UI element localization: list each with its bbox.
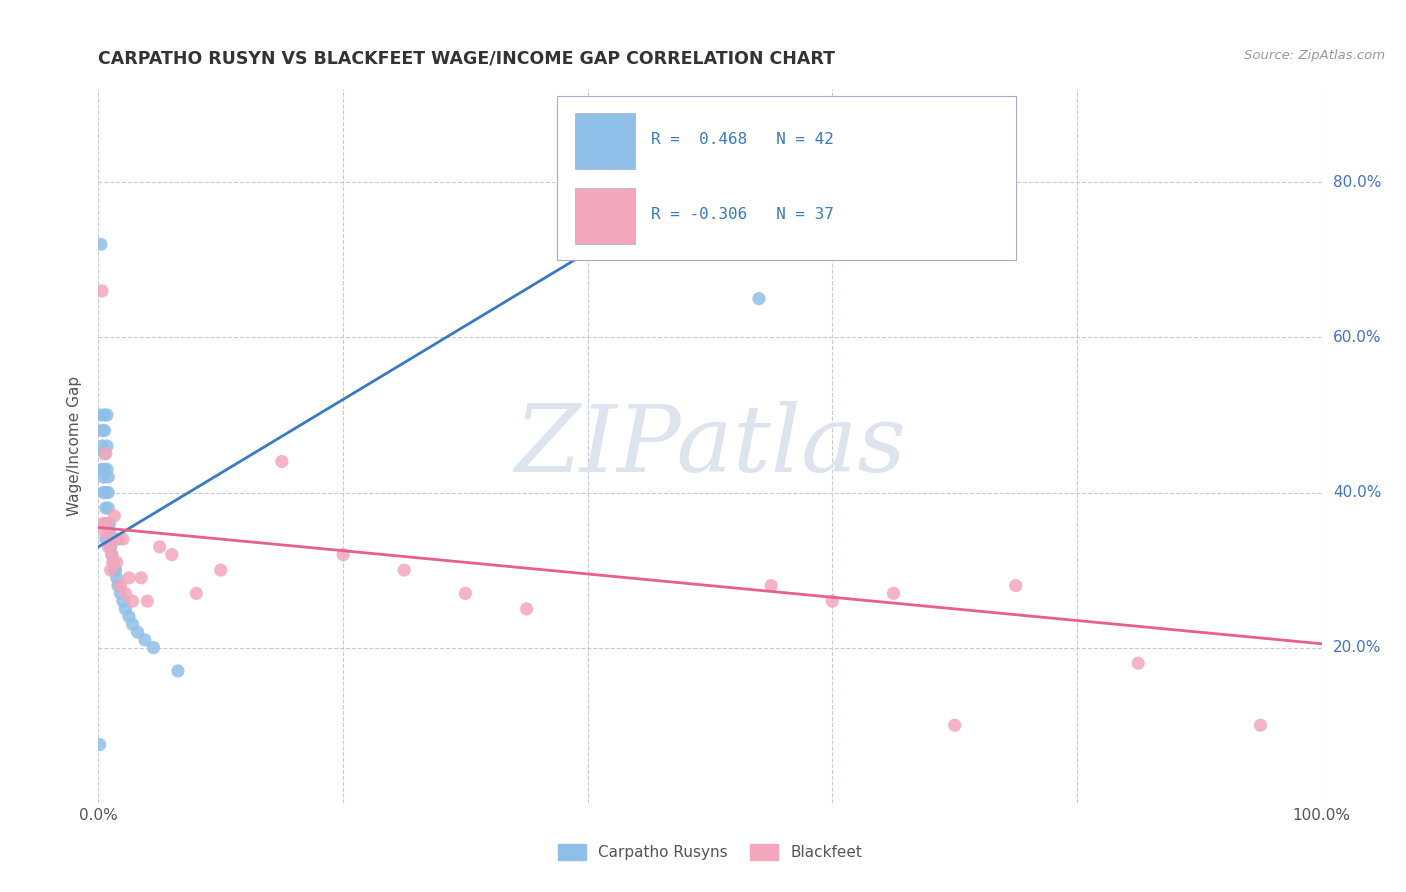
Text: CARPATHO RUSYN VS BLACKFEET WAGE/INCOME GAP CORRELATION CHART: CARPATHO RUSYN VS BLACKFEET WAGE/INCOME …	[98, 49, 835, 67]
Text: 80.0%: 80.0%	[1333, 175, 1381, 190]
Point	[160, 548, 183, 562]
Point	[101, 548, 124, 562]
Point	[392, 563, 416, 577]
Text: 60.0%: 60.0%	[1333, 330, 1381, 345]
Point	[91, 424, 114, 438]
Point	[118, 571, 141, 585]
Text: ZIPatlas: ZIPatlas	[515, 401, 905, 491]
Point	[98, 532, 121, 546]
Point	[94, 516, 117, 531]
Text: R =  0.468   N = 42: R = 0.468 N = 42	[651, 132, 834, 146]
Point	[103, 508, 125, 523]
Point	[93, 447, 115, 461]
Point	[97, 470, 120, 484]
Point	[114, 602, 136, 616]
Point	[111, 594, 134, 608]
Point	[107, 579, 129, 593]
Text: 20.0%: 20.0%	[1333, 640, 1381, 655]
Point	[118, 609, 141, 624]
Text: R = -0.306   N = 37: R = -0.306 N = 37	[651, 207, 834, 221]
Point	[91, 470, 114, 484]
Point	[100, 532, 122, 546]
Point	[270, 454, 294, 468]
Legend: Carpatho Rusyns, Blackfeet: Carpatho Rusyns, Blackfeet	[553, 838, 868, 866]
Point	[101, 555, 124, 569]
Point	[127, 625, 149, 640]
Point	[89, 738, 111, 752]
Point	[1004, 579, 1026, 593]
Point	[100, 540, 122, 554]
Point	[943, 718, 966, 732]
Point	[114, 586, 136, 600]
Point	[94, 447, 117, 461]
Point	[96, 408, 118, 422]
Point	[110, 579, 132, 593]
Point	[94, 532, 117, 546]
Point	[883, 586, 905, 600]
FancyBboxPatch shape	[575, 112, 636, 169]
FancyBboxPatch shape	[575, 187, 636, 244]
Point	[1249, 718, 1271, 732]
Point	[105, 571, 128, 585]
Point	[93, 524, 115, 539]
Point	[332, 548, 354, 562]
Point	[97, 540, 120, 554]
Point	[107, 532, 129, 546]
Point	[121, 617, 143, 632]
Point	[96, 462, 118, 476]
Point	[186, 586, 208, 600]
Point	[91, 485, 114, 500]
Point	[167, 664, 190, 678]
Point	[515, 602, 537, 616]
Point	[748, 292, 770, 306]
Text: 40.0%: 40.0%	[1333, 485, 1381, 500]
Point	[98, 516, 121, 531]
Point	[98, 524, 121, 539]
Point	[93, 424, 115, 438]
Point	[134, 632, 156, 647]
Point	[96, 439, 118, 453]
Point	[96, 516, 118, 531]
Point	[136, 594, 159, 608]
Point	[91, 284, 114, 298]
FancyBboxPatch shape	[557, 96, 1015, 260]
Point	[821, 594, 844, 608]
Point	[103, 563, 125, 577]
Point	[91, 439, 114, 453]
Point	[91, 516, 114, 531]
Point	[121, 594, 143, 608]
Point	[149, 540, 172, 554]
Point	[97, 501, 120, 516]
Y-axis label: Wage/Income Gap: Wage/Income Gap	[67, 376, 83, 516]
Point	[100, 563, 122, 577]
Point	[104, 532, 127, 546]
Point	[93, 408, 115, 422]
Point	[142, 640, 165, 655]
Point	[761, 579, 783, 593]
Point	[94, 485, 117, 500]
Point	[93, 462, 115, 476]
Point	[110, 586, 132, 600]
Point	[209, 563, 232, 577]
Point	[90, 237, 112, 252]
Point	[97, 485, 120, 500]
Point	[94, 501, 117, 516]
Point	[1128, 656, 1150, 670]
Point	[129, 571, 152, 585]
Point	[104, 563, 127, 577]
Point	[90, 408, 112, 422]
Point	[101, 548, 124, 562]
Point	[105, 555, 128, 569]
Point	[454, 586, 477, 600]
Point	[101, 555, 124, 569]
Point	[111, 532, 134, 546]
Text: Source: ZipAtlas.com: Source: ZipAtlas.com	[1244, 49, 1385, 62]
Point	[91, 462, 114, 476]
